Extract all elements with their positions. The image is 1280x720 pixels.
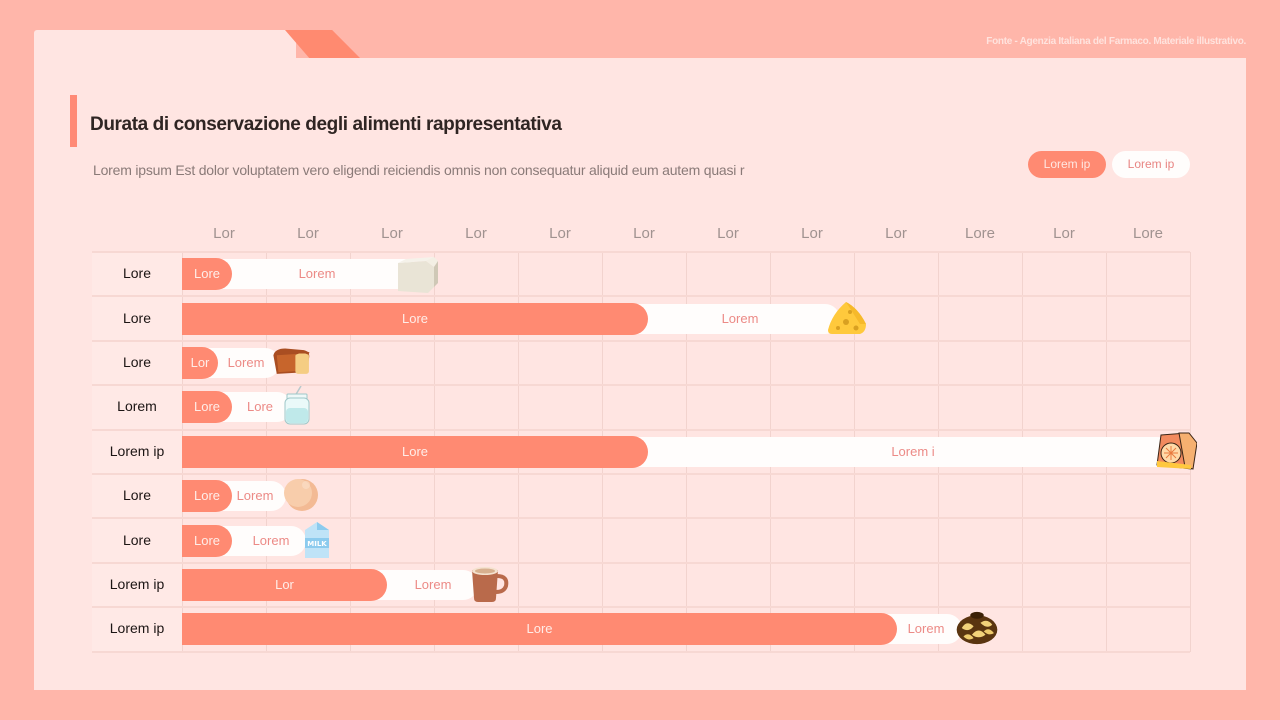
x-tick-label: Lor bbox=[381, 225, 403, 242]
row-label: Lore bbox=[122, 354, 152, 370]
x-tick-label: Lor bbox=[465, 225, 487, 242]
grid-line-horizontal bbox=[92, 384, 1190, 387]
bread-icon bbox=[270, 342, 314, 382]
dumplings-icon bbox=[955, 608, 999, 648]
row-label-column bbox=[92, 252, 182, 652]
cheese-icon bbox=[824, 298, 868, 338]
grid-line-horizontal bbox=[92, 606, 1190, 609]
x-tick-label: Lor bbox=[213, 225, 235, 242]
x-tick-label: Lor bbox=[801, 225, 823, 242]
legend: Lorem ip Lorem ip bbox=[1028, 151, 1190, 178]
bar-segment-secondary-label: Lorem i bbox=[891, 443, 935, 459]
row-label: Lorem ip bbox=[109, 620, 165, 637]
bar-segment-secondary-label: Lorem bbox=[252, 532, 290, 548]
x-tick-label: Lor bbox=[633, 225, 655, 242]
jar-icon bbox=[275, 386, 319, 426]
grid-line-horizontal bbox=[92, 251, 1190, 253]
grid-line-horizontal bbox=[92, 339, 1190, 342]
grid-line-horizontal bbox=[92, 428, 1190, 431]
x-tick-label: Lore bbox=[1132, 225, 1164, 242]
x-tick-label: Lore bbox=[964, 225, 996, 242]
bar-segment-secondary-label: Lorem bbox=[298, 266, 336, 282]
card-tab bbox=[34, 30, 296, 60]
row-label: Lore bbox=[122, 487, 152, 504]
x-tick-label: Lor bbox=[885, 225, 907, 242]
snack-bag-icon bbox=[1153, 431, 1198, 471]
bar-segment-primary[interactable]: Lore bbox=[182, 302, 648, 335]
card-tab-accent bbox=[285, 30, 361, 59]
row-label: Lorem ip bbox=[109, 576, 165, 592]
bar-segment-primary[interactable]: Lore bbox=[182, 435, 648, 468]
svg-text:MILK: MILK bbox=[307, 540, 327, 548]
grid-line-horizontal bbox=[92, 517, 1190, 520]
chart-title: Durata di conservazione degli alimenti r… bbox=[90, 114, 562, 135]
row-label: Lore bbox=[122, 531, 152, 548]
title-accent-bar bbox=[70, 95, 77, 147]
row-label: Lorem ip bbox=[109, 442, 165, 459]
bar-segment-secondary-label: Lorem bbox=[907, 621, 945, 637]
tofu-icon bbox=[394, 253, 438, 294]
bar-segment-primary[interactable]: Lore bbox=[182, 258, 232, 291]
grid-line-horizontal bbox=[92, 561, 1190, 564]
source-note: Fonte - Agenzia Italiana del Farmaco. Ma… bbox=[986, 36, 1246, 47]
bar-segment-primary[interactable]: Lore bbox=[182, 613, 897, 646]
legend-item-primary[interactable]: Lorem ip bbox=[1028, 151, 1106, 178]
bar-segment-primary[interactable]: Lor bbox=[182, 347, 218, 379]
row-label: Lorem bbox=[117, 398, 157, 415]
bar-segment-secondary-label: Lorem bbox=[236, 488, 274, 504]
x-tick-label: Lor bbox=[549, 225, 571, 242]
coffee-mug-icon bbox=[466, 564, 510, 604]
x-tick-label: Lor bbox=[297, 225, 319, 242]
row-label: Lore bbox=[122, 265, 152, 282]
x-tick-label: Lor bbox=[1053, 225, 1075, 242]
bar-segment-secondary-label: Lore bbox=[246, 399, 274, 415]
bar-segment-primary[interactable]: Lore bbox=[182, 524, 232, 557]
x-tick-label: Lor bbox=[717, 225, 739, 242]
grid-line-horizontal bbox=[92, 295, 1190, 298]
legend-item-secondary[interactable]: Lorem ip bbox=[1112, 151, 1190, 178]
bar-segment-secondary-label: Lorem bbox=[227, 355, 265, 370]
grid-line-horizontal bbox=[92, 473, 1190, 475]
bar-segment-secondary-label: Lorem bbox=[721, 310, 759, 326]
egg-icon bbox=[278, 475, 322, 515]
bar-segment-primary[interactable]: Lor bbox=[182, 569, 387, 601]
milk-carton-icon: MILK bbox=[295, 520, 339, 560]
bar-segment-secondary-label: Lorem bbox=[414, 577, 452, 592]
chart-subtitle: Lorem ipsum Est dolor voluptatem vero el… bbox=[93, 162, 745, 178]
bar-segment-primary[interactable]: Lore bbox=[182, 480, 232, 513]
row-label: Lore bbox=[122, 309, 152, 326]
bar-segment-primary[interactable]: Lore bbox=[182, 391, 232, 424]
bar-chart: Lor Lor Lor Lor Lor Lor Lor Lor Lor Lore Lor Lore Lo… bbox=[92, 218, 1198, 658]
grid-line-horizontal bbox=[92, 650, 1190, 653]
